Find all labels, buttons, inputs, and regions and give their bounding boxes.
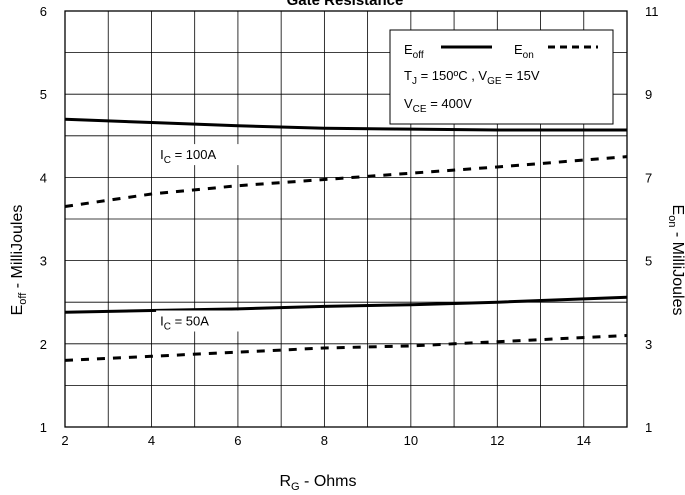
x-tick-label: 8 bbox=[321, 433, 328, 448]
legend: Eoff Eon TJ = 150ºC , VGE = 15V VCE = 40… bbox=[389, 29, 614, 125]
y-left-tick-label: 1 bbox=[40, 420, 47, 435]
series-line-2 bbox=[64, 295, 628, 314]
y-right-tick-label: 5 bbox=[645, 254, 652, 269]
y-right-tick-label: 1 bbox=[645, 420, 652, 435]
y-right-tick-label: 11 bbox=[645, 4, 659, 19]
y-left-tick-label: 2 bbox=[40, 337, 47, 352]
y-right-tick-label: 9 bbox=[645, 87, 652, 102]
y-left-tick-label: 4 bbox=[40, 170, 47, 185]
annotations: IC = 100A IC = 50A bbox=[156, 144, 247, 332]
y-left-tick-label: 5 bbox=[40, 87, 47, 102]
chart-title: Gate Resistance bbox=[287, 0, 404, 9]
y-left-tick-label: 6 bbox=[40, 4, 47, 19]
y-right-tick-label: 7 bbox=[645, 170, 652, 185]
y-left-tick-label: 3 bbox=[40, 254, 47, 269]
legend-eoff-label: Eoff bbox=[404, 42, 424, 61]
legend-conditions-vce: VCE = 400V bbox=[404, 96, 472, 115]
x-tick-label: 14 bbox=[577, 433, 591, 448]
legend-conditions-tj-vge: TJ = 150ºC , VGE = 15V bbox=[404, 68, 540, 87]
x-tick-label: 10 bbox=[404, 433, 418, 448]
annotation-label-1: IC = 50A bbox=[160, 313, 209, 332]
y-right-tick-label: 3 bbox=[645, 337, 652, 352]
annotation-label-0: IC = 100A bbox=[160, 147, 216, 166]
x-tick-label: 6 bbox=[234, 433, 241, 448]
annotation-bg-0 bbox=[156, 144, 247, 166]
x-tick-label: 4 bbox=[148, 433, 155, 448]
series-layer bbox=[64, 117, 628, 362]
y-left-axis-title: Eoff - MilliJoules bbox=[9, 205, 29, 316]
annotation-bg-1 bbox=[156, 310, 247, 332]
series-line-0 bbox=[64, 117, 627, 132]
legend-eon-label: Eon bbox=[514, 42, 534, 61]
x-tick-label: 12 bbox=[490, 433, 504, 448]
series-line-3 bbox=[64, 334, 628, 362]
x-tick-label: 2 bbox=[61, 433, 68, 448]
y-right-axis-title: Eon - MilliJoules bbox=[666, 205, 685, 316]
plot-frame bbox=[64, 10, 628, 428]
series-line-1 bbox=[64, 155, 628, 208]
x-axis-title: RG - Ohms bbox=[279, 473, 356, 493]
